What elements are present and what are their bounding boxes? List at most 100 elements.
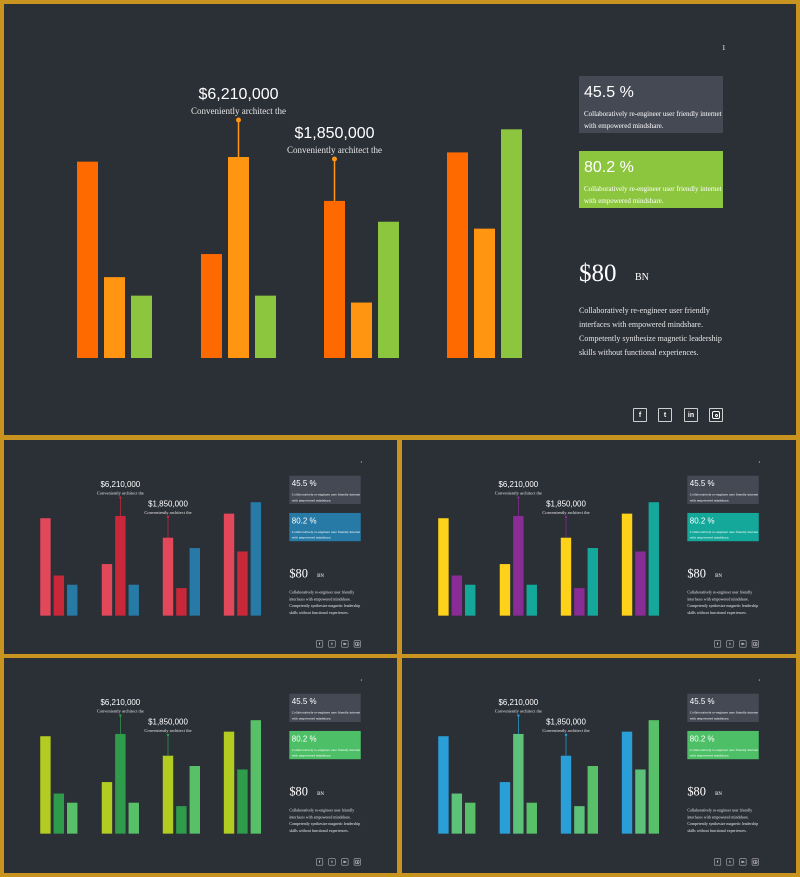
description-text: Collaboratively re-engineer user friendl… (289, 807, 361, 834)
instagram-icon[interactable] (353, 858, 361, 866)
facebook-icon[interactable]: f (714, 640, 722, 648)
callout-1-dot (517, 714, 520, 717)
callout-2-value: $1,850,000 (148, 718, 188, 727)
callout-2-dot (166, 515, 170, 519)
bar-series-3-group-2 (128, 802, 139, 834)
twitter-icon[interactable]: t (658, 408, 672, 422)
bar-series-1-group-2 (499, 564, 511, 616)
bar-series-1-group-4 (621, 513, 633, 616)
stat-box-2: 80.2 % Collaboratively re-engineer user … (687, 730, 759, 760)
callout-1-value: $6,210,000 (198, 86, 279, 103)
bar-series-2-group-1 (451, 793, 463, 834)
description-text: Collaboratively re-engineer user friendl… (687, 589, 759, 616)
instagram-icon[interactable] (751, 858, 759, 866)
callout-1-caption: Conveniently architect the (96, 490, 144, 496)
linkedin-icon[interactable]: in (739, 640, 747, 648)
bar-series-2-group-4 (237, 551, 248, 616)
facebook-icon[interactable]: f (633, 408, 647, 422)
callout-2-dot (564, 733, 568, 737)
slide-main: 1 $6,210,000 Conveniently architect the … (4, 4, 796, 435)
callout-2-caption: Conveniently architect the (542, 727, 590, 733)
callout-1-caption: Conveniently architect the (494, 708, 542, 714)
big-stat-value: $80 (289, 567, 308, 581)
slide-number: 1 (722, 44, 726, 52)
bar-series-2-group-4 (635, 769, 646, 834)
bar-series-3-group-1 (465, 584, 476, 616)
stat-1-text: Collaboratively re-engineer user friendl… (291, 710, 361, 721)
callout-1-dot (236, 117, 241, 123)
bar-series-1-group-3 (324, 200, 345, 358)
description-text: Collaboratively re-engineer user friendl… (289, 589, 361, 616)
bar-series-3-group-1 (67, 584, 78, 616)
big-stat-unit: BN (715, 790, 723, 797)
callout-2-caption: Conveniently architect the (144, 727, 192, 733)
instagram-glyph (753, 859, 758, 864)
bar-series-1-group-1 (438, 736, 449, 834)
stat-2-text: Collaboratively re-engineer user friendl… (291, 747, 361, 758)
stat-2-value: 80.2 % (584, 159, 634, 176)
linkedin-icon[interactable]: in (341, 858, 349, 866)
stat-2-text: Collaboratively re-engineer user friendl… (291, 529, 361, 540)
callout-1-value: $6,210,000 (498, 480, 539, 490)
twitter-icon[interactable]: t (328, 858, 336, 866)
stat-box-1: 45.5 % Collaboratively re-engineer user … (289, 693, 361, 723)
bar-series-2-group-2 (115, 515, 126, 616)
instagram-icon[interactable] (751, 640, 759, 648)
bar-series-2-group-2 (115, 733, 126, 834)
bar-series-2-group-4 (635, 551, 646, 616)
stat-2-text: Collaboratively re-engineer user friendl… (689, 747, 759, 758)
bar-series-2-group-2 (513, 733, 524, 834)
facebook-icon[interactable]: f (316, 858, 324, 866)
slide-variant-yellow-teal: 1 $6,210,000 Conveniently architect the … (402, 440, 796, 654)
bar-series-2-group-4 (237, 769, 248, 834)
big-stat-unit: BN (635, 272, 649, 283)
twitter-icon[interactable]: t (328, 640, 336, 648)
stat-1-value: 45.5 % (291, 697, 317, 707)
bar-series-2-group-3 (351, 302, 372, 358)
linkedin-icon[interactable]: in (739, 858, 747, 866)
stat-2-value: 80.2 % (689, 516, 715, 526)
bar-series-2-group-3 (176, 588, 187, 616)
bar-series-1-group-2 (201, 254, 222, 358)
stat-1-value: 45.5 % (689, 697, 715, 707)
linkedin-icon[interactable]: in (684, 408, 698, 422)
big-stat-value: $80 (579, 260, 617, 287)
bar-series-2-group-1 (104, 277, 125, 358)
twitter-icon[interactable]: t (726, 640, 734, 648)
stat-box-1: 45.5 % Collaboratively re-engineer user … (289, 475, 361, 505)
bar-series-2-group-3 (176, 806, 187, 834)
instagram-icon[interactable] (353, 640, 361, 648)
bar-series-1-group-2 (101, 782, 113, 834)
bar-chart (438, 496, 660, 616)
callout-1-value: $6,210,000 (100, 480, 141, 490)
bar-series-3-group-2 (526, 802, 537, 834)
twitter-icon[interactable]: t (726, 858, 734, 866)
instagram-icon[interactable] (709, 408, 723, 422)
slide-stage: 1 $6,210,000 Conveniently architect the … (4, 440, 397, 654)
stat-box-2: 80.2 % Collaboratively re-engineer user … (579, 151, 723, 208)
stat-2-value: 80.2 % (689, 734, 715, 744)
big-stat-value: $80 (687, 567, 706, 581)
callout-2-value: $1,850,000 (546, 718, 586, 727)
bar-series-2-group-1 (451, 575, 463, 616)
callout-1-dot (517, 496, 520, 499)
linkedin-icon[interactable]: in (341, 640, 349, 648)
bar-series-1-group-1 (40, 518, 51, 616)
bar-series-1-group-4 (223, 513, 235, 616)
bar-series-2-group-2 (513, 515, 524, 616)
bar-series-3-group-2 (526, 584, 537, 616)
facebook-icon[interactable]: f (714, 858, 722, 866)
slide-stage: 1 $6,210,000 Conveniently architect the … (402, 440, 795, 654)
facebook-icon[interactable]: f (316, 640, 324, 648)
bar-series-3-group-4 (501, 129, 522, 358)
bar-series-3-group-2 (255, 295, 276, 358)
stat-box-2: 80.2 % Collaboratively re-engineer user … (289, 730, 361, 760)
bar-series-3-group-4 (648, 720, 660, 834)
bar-series-1-group-2 (499, 782, 511, 834)
callout-2-dot (564, 515, 568, 519)
stat-1-text: Collaboratively re-engineer user friendl… (584, 110, 722, 130)
slide-variant-red-blue: 1 $6,210,000 Conveniently architect the … (4, 440, 397, 654)
slide-stage: 1 $6,210,000 Conveniently architect the … (402, 658, 795, 872)
bar-series-1-group-4 (621, 731, 633, 834)
bar-series-1-group-3 (560, 755, 572, 834)
